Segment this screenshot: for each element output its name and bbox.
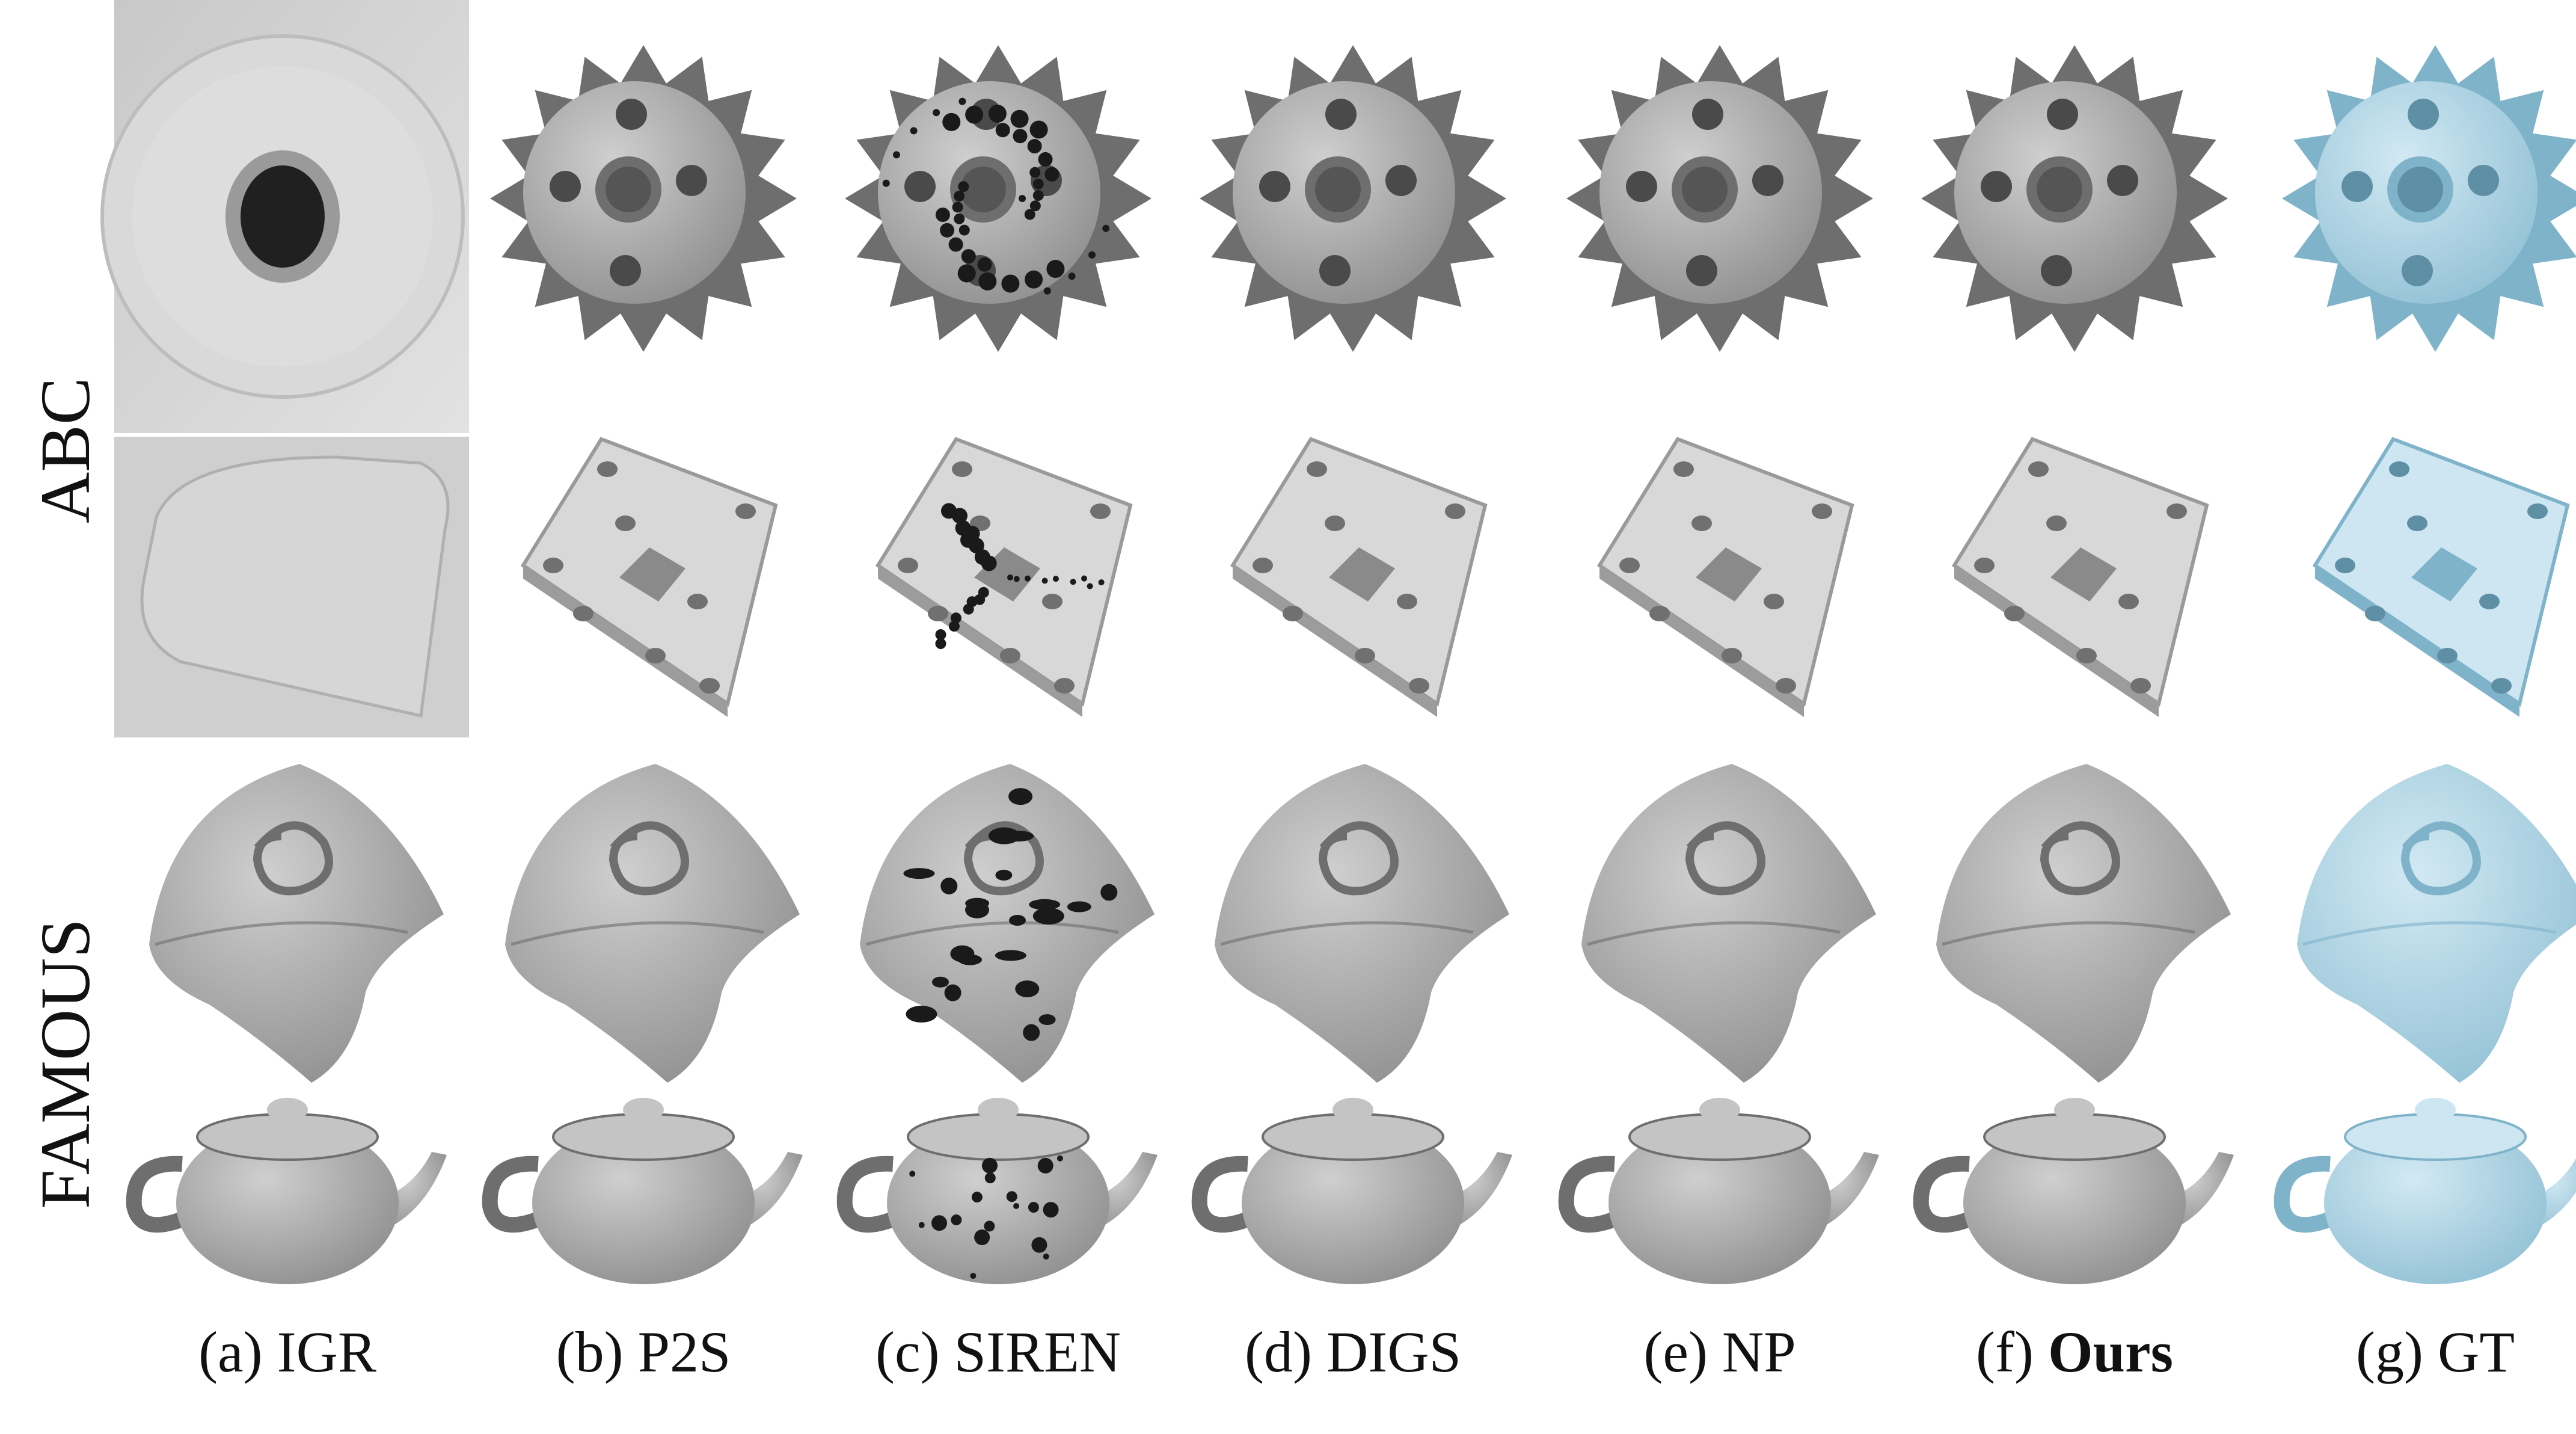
plate-render <box>1596 437 1854 717</box>
plate-render <box>2312 437 2570 717</box>
spiral-render <box>1936 764 2231 1083</box>
caption-prefix: (d) <box>1245 1320 1312 1384</box>
gear-render <box>2282 45 2576 352</box>
caption-digs: (d) DIGS <box>1245 1320 1461 1384</box>
caption-name: SIREN <box>954 1320 1121 1384</box>
gear-render <box>1566 45 1873 352</box>
caption-name: GT <box>2437 1320 2515 1384</box>
row-label-abc: ABC <box>26 377 105 523</box>
plate-render <box>1951 437 2209 717</box>
igr-inset-gear <box>100 0 469 433</box>
teapot-render <box>836 1098 1158 1284</box>
spiral-render <box>2297 764 2576 1083</box>
igr-inset-plate <box>114 437 469 737</box>
teapot-render <box>2274 1098 2576 1284</box>
gear-render <box>490 45 797 352</box>
caption-ours: (f) Ours <box>1976 1320 2173 1384</box>
row-label-famous: FAMOUS <box>26 918 105 1209</box>
caption-prefix: (a) <box>198 1320 263 1384</box>
caption-name: P2S <box>637 1320 731 1384</box>
caption-name: IGR <box>277 1320 376 1384</box>
gear-render <box>1921 45 2228 352</box>
teapot-render <box>1913 1098 2234 1284</box>
caption-p2s: (b) P2S <box>556 1320 731 1384</box>
caption-igr: (a) IGR <box>198 1320 376 1384</box>
teapot-render <box>126 1098 447 1284</box>
gear-render <box>1200 45 1506 352</box>
caption-np: (e) NP <box>1643 1320 1796 1384</box>
teapot-render <box>482 1098 803 1284</box>
teapot-render <box>1558 1098 1879 1284</box>
caption-name: Ours <box>2047 1320 2173 1384</box>
plate-render <box>520 437 778 717</box>
caption-name: DIGS <box>1326 1320 1461 1384</box>
plate-render <box>1230 437 1488 717</box>
caption-prefix: (f) <box>1976 1320 2034 1384</box>
spiral-render <box>1581 764 1876 1083</box>
spiral-render <box>1215 764 1509 1083</box>
spiral-render <box>149 764 444 1083</box>
spiral-render <box>505 764 800 1083</box>
spiral-render <box>860 764 1155 1083</box>
teapot-render <box>1191 1098 1512 1284</box>
caption-prefix: (g) <box>2356 1320 2423 1384</box>
gear-render <box>845 45 1152 352</box>
caption-prefix: (e) <box>1643 1320 1708 1384</box>
plate-render <box>875 437 1133 717</box>
caption-prefix: (b) <box>556 1320 624 1384</box>
caption-name: NP <box>1722 1320 1796 1384</box>
caption-siren: (c) SIREN <box>876 1320 1121 1384</box>
caption-prefix: (c) <box>876 1320 940 1384</box>
caption-gt: (g) GT <box>2356 1320 2515 1384</box>
